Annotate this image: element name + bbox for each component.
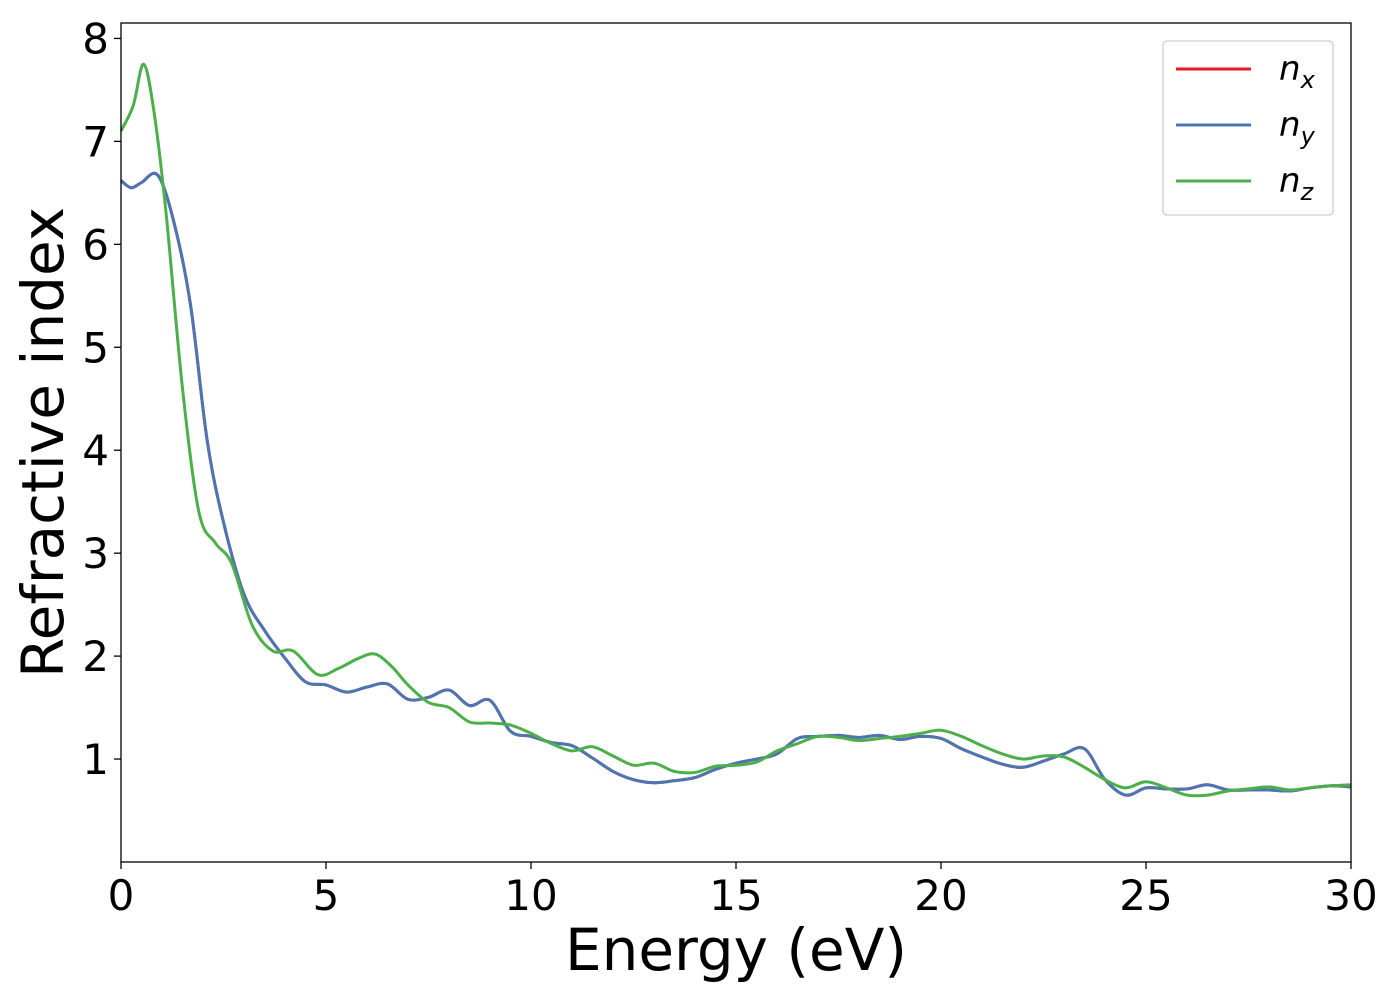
series-line-n-y [120, 171, 1352, 797]
legend-label: nz [1279, 161, 1315, 206]
x-tick-label: 0 [108, 871, 135, 920]
y-axis: 1 2 3 4 5 6 7 8 [82, 14, 121, 784]
x-tick-label: 20 [914, 871, 967, 920]
x-axis: 0 5 10 15 20 25 30 [108, 862, 1378, 920]
x-tick-label: 30 [1324, 871, 1377, 920]
y-tick-label: 5 [82, 323, 109, 372]
y-tick-label: 6 [82, 220, 109, 269]
series-line-n-z [119, 62, 1352, 798]
x-tick-label: 25 [1119, 871, 1172, 920]
y-tick-label: 7 [82, 117, 109, 166]
y-axis-label: Refractive index [9, 207, 77, 678]
legend-label-sub: x [1300, 66, 1316, 94]
series-line-n-x [120, 171, 1352, 797]
y-tick-label: 1 [82, 735, 109, 784]
legend-label-main: n [1279, 161, 1301, 201]
legend-label: nx [1279, 49, 1316, 94]
y-tick-label: 8 [82, 14, 109, 63]
legend-label-main: n [1279, 49, 1301, 89]
legend-label-sub: y [1300, 122, 1316, 150]
plot-lines [119, 62, 1352, 798]
legend-label: ny [1279, 105, 1316, 150]
x-axis-label: Energy (eV) [565, 916, 907, 984]
x-tick-label: 15 [709, 871, 762, 920]
x-tick-label: 10 [504, 871, 557, 920]
legend-label-sub: z [1300, 178, 1315, 206]
legend-box [1162, 40, 1334, 216]
y-tick-label: 4 [82, 426, 109, 475]
y-tick-label: 2 [82, 632, 109, 681]
y-tick-label: 3 [82, 529, 109, 578]
x-tick-label: 5 [313, 871, 340, 920]
legend-label-main: n [1279, 105, 1301, 145]
